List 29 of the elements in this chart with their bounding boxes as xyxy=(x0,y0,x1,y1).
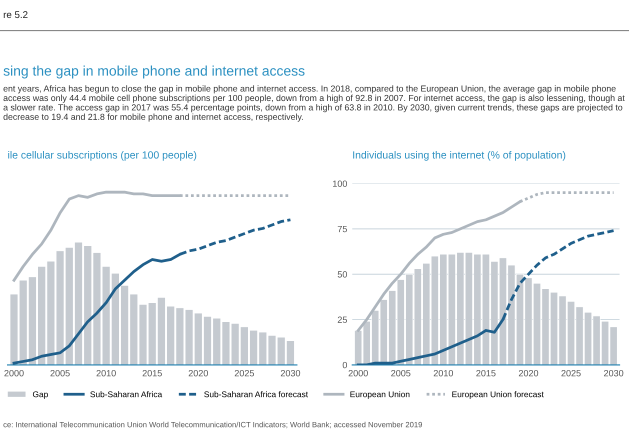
legend-label: European Union xyxy=(350,391,410,399)
chart-title: ile cellular subscriptions (per 100 people) xyxy=(8,150,196,161)
legend-label: European Union forecast xyxy=(452,391,544,399)
y-tick-label: 75 xyxy=(338,226,347,232)
x-tick-label: 2030 xyxy=(604,370,624,376)
legend-label: Sub-Saharan Africa forecast xyxy=(204,391,308,398)
text: ent years, Africa has begun to close the gap in mobile phone and internet access. In 2018, compared to the European Union, the average gap in mobile phone access was only 44.4 mobile cell phone subscriptions per 100 people, down from a high of 92.8 in 2007. For internet access, the gap is also lessening, though at a slower rate. The access gap in 2017 was 55.4 percentage points, down from a high of 63.8 in 2010. By 2030, given current trends, these gaps are projected to decrease to 19.4 and 21.8 for mobile phone and internet access, respectively. xyxy=(4,85,625,122)
y-tick-label: 100 xyxy=(333,180,348,187)
x-tick-label: 2025 xyxy=(561,370,581,376)
y-tick-label: 50 xyxy=(338,271,348,278)
text: sing the gap in mobile phone and internet access xyxy=(4,66,305,78)
x-tick-label: 2010 xyxy=(434,370,454,376)
x-tick-label: 2025 xyxy=(234,370,254,376)
chart-title: Individuals using the internet (% of population) xyxy=(353,150,566,161)
x-tick-label: 2010 xyxy=(96,370,116,376)
x-tick-label: 2020 xyxy=(518,370,538,376)
y-tick-label: 25 xyxy=(338,316,347,323)
legend-label: Gap xyxy=(32,391,48,399)
legend-label: Sub-Saharan Africa xyxy=(90,391,162,398)
x-tick-label: 2015 xyxy=(142,370,162,376)
x-tick-label: 2005 xyxy=(50,370,70,376)
text: re 5.2 xyxy=(4,11,28,18)
y-tick-label: 0 xyxy=(342,362,348,368)
x-tick-label: 2020 xyxy=(188,370,208,376)
x-tick-label: 2030 xyxy=(280,370,300,376)
x-tick-label: 2000 xyxy=(348,370,368,376)
x-tick-label: 2005 xyxy=(391,370,410,376)
x-tick-label: 2000 xyxy=(4,370,24,376)
x-tick-label: 2015 xyxy=(476,370,496,376)
